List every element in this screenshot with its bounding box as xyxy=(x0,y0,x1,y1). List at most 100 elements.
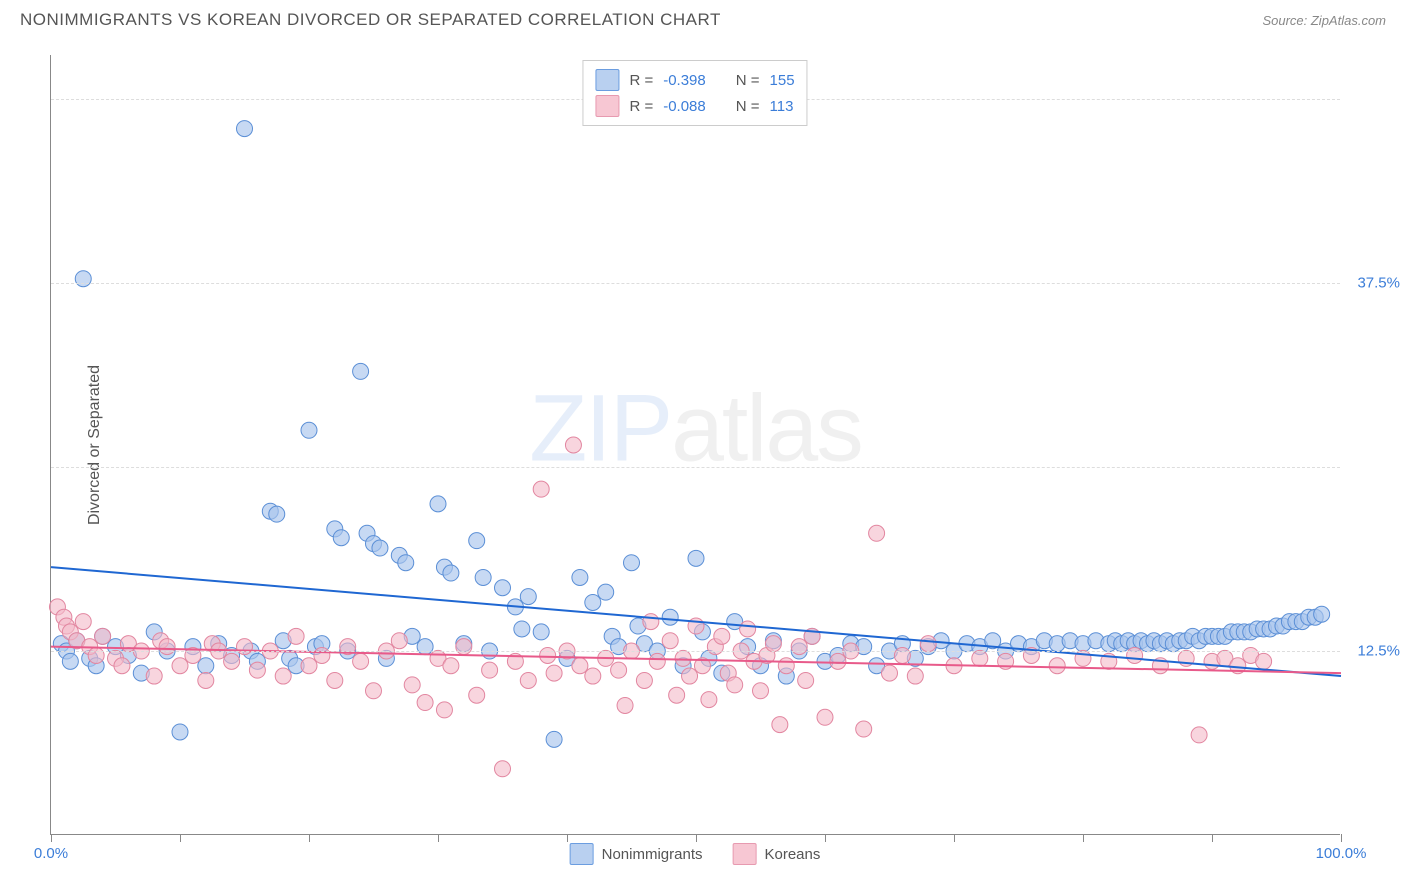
source-label: Source: ZipAtlas.com xyxy=(1262,13,1386,28)
data-point xyxy=(333,530,349,546)
data-point xyxy=(662,633,678,649)
data-point xyxy=(907,668,923,684)
data-point xyxy=(636,672,652,688)
data-point xyxy=(88,647,104,663)
data-point xyxy=(269,506,285,522)
data-point xyxy=(791,639,807,655)
data-point xyxy=(398,555,414,571)
chart-area: Divorced or Separated ZIPatlas 12.5%37.5… xyxy=(50,55,1340,835)
data-point xyxy=(1127,647,1143,663)
data-point xyxy=(1314,606,1330,622)
x-tick-label: 100.0% xyxy=(1316,845,1367,862)
data-point xyxy=(869,525,885,541)
x-tick xyxy=(438,834,439,842)
legend-swatch xyxy=(733,843,757,865)
data-point xyxy=(882,665,898,681)
correlation-legend-row: R =-0.398N =155 xyxy=(595,67,794,93)
data-point xyxy=(533,481,549,497)
data-point xyxy=(198,672,214,688)
n-value: 113 xyxy=(770,98,794,115)
x-tick xyxy=(309,834,310,842)
data-point xyxy=(565,437,581,453)
data-point xyxy=(585,668,601,684)
legend-label: Nonimmigrants xyxy=(602,846,703,863)
data-point xyxy=(75,614,91,630)
data-point xyxy=(1256,653,1272,669)
data-point xyxy=(617,697,633,713)
data-point xyxy=(778,658,794,674)
x-tick xyxy=(954,834,955,842)
data-point xyxy=(114,658,130,674)
data-point xyxy=(353,653,369,669)
data-point xyxy=(456,639,472,655)
r-label: R = xyxy=(629,72,653,89)
data-point xyxy=(301,658,317,674)
data-point xyxy=(443,565,459,581)
data-point xyxy=(495,580,511,596)
r-label: R = xyxy=(629,98,653,115)
data-point xyxy=(546,731,562,747)
y-tick-label: 12.5% xyxy=(1357,643,1400,660)
data-point xyxy=(753,683,769,699)
n-label: N = xyxy=(736,72,760,89)
x-tick-label: 0.0% xyxy=(34,845,68,862)
data-point xyxy=(482,662,498,678)
data-point xyxy=(772,717,788,733)
data-point xyxy=(275,668,291,684)
chart-header: NONIMMIGRANTS VS KOREAN DIVORCED OR SEPA… xyxy=(0,0,1406,35)
data-point xyxy=(469,533,485,549)
data-point xyxy=(585,594,601,610)
data-point xyxy=(740,621,756,637)
data-point xyxy=(469,687,485,703)
data-point xyxy=(514,621,530,637)
data-point xyxy=(301,422,317,438)
x-tick xyxy=(180,834,181,842)
plot-svg xyxy=(51,55,1341,835)
data-point xyxy=(198,658,214,674)
correlation-legend-box: R =-0.398N =155R =-0.088N =113 xyxy=(582,60,807,126)
legend-swatch xyxy=(595,69,619,91)
data-point xyxy=(353,363,369,379)
data-point xyxy=(675,650,691,666)
data-point xyxy=(546,665,562,681)
data-point xyxy=(237,121,253,137)
r-value: -0.398 xyxy=(663,72,706,89)
series-legend: Nonimmigrants Koreans xyxy=(570,843,821,865)
data-point xyxy=(830,653,846,669)
data-point xyxy=(372,540,388,556)
data-point xyxy=(669,687,685,703)
data-point xyxy=(714,628,730,644)
data-point xyxy=(649,653,665,669)
data-point xyxy=(366,683,382,699)
data-point xyxy=(572,569,588,585)
data-point xyxy=(520,589,536,605)
grid-line xyxy=(51,283,1340,284)
x-tick xyxy=(567,834,568,842)
data-point xyxy=(798,672,814,688)
data-point xyxy=(540,647,556,663)
data-point xyxy=(159,639,175,655)
data-point xyxy=(75,271,91,287)
data-point xyxy=(417,639,433,655)
legend-swatch xyxy=(595,95,619,117)
r-value: -0.088 xyxy=(663,98,706,115)
data-point xyxy=(682,668,698,684)
data-point xyxy=(1049,658,1065,674)
data-point xyxy=(920,636,936,652)
x-tick xyxy=(696,834,697,842)
legend-item: Nonimmigrants xyxy=(570,843,703,865)
data-point xyxy=(404,677,420,693)
legend-label: Koreans xyxy=(765,846,821,863)
data-point xyxy=(62,653,78,669)
data-point xyxy=(172,724,188,740)
x-tick xyxy=(825,834,826,842)
data-point xyxy=(598,584,614,600)
data-point xyxy=(894,647,910,663)
n-label: N = xyxy=(736,98,760,115)
grid-line xyxy=(51,467,1340,468)
data-point xyxy=(1191,727,1207,743)
data-point xyxy=(856,721,872,737)
x-tick xyxy=(1212,834,1213,842)
data-point xyxy=(533,624,549,640)
data-point xyxy=(495,761,511,777)
